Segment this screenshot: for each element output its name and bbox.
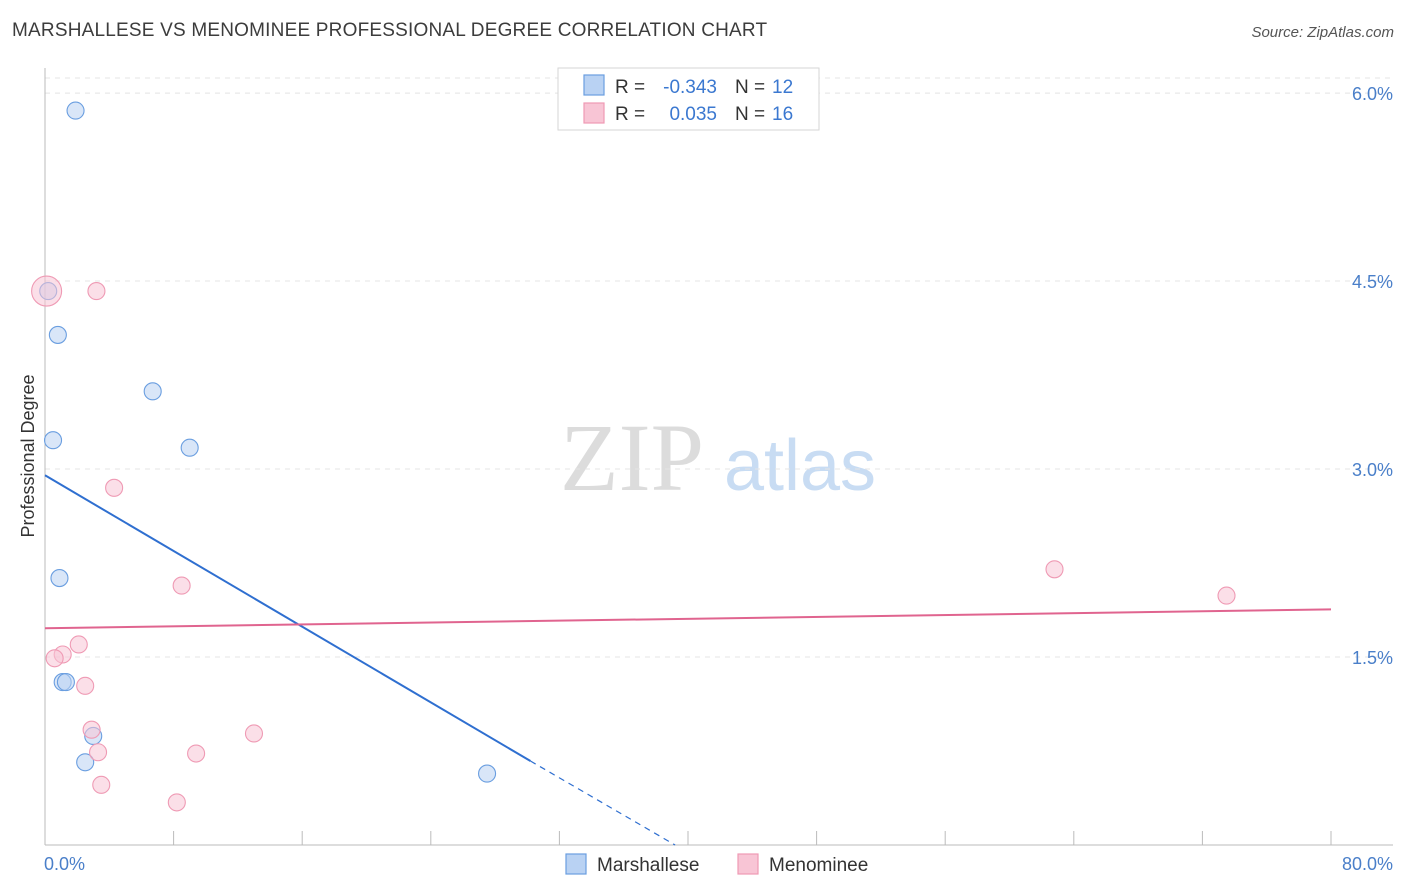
data-point-marshallese <box>50 569 69 588</box>
trend-line-extension-marshallese <box>530 760 676 846</box>
legend-r-label-2: R = <box>615 104 645 125</box>
data-points <box>31 101 1236 812</box>
chart-title: MARSHALLESE VS MENOMINEE PROFESSIONAL DE… <box>12 20 768 41</box>
bottom-label-menominee: Menominee <box>769 855 868 876</box>
data-point-menominee <box>187 744 206 763</box>
data-point-menominee <box>88 743 108 762</box>
bottom-swatch-marshallese <box>565 853 587 875</box>
watermark-atlas: atlas <box>724 426 876 506</box>
data-point-menominee <box>69 635 88 654</box>
data-point-menominee <box>31 275 63 307</box>
y-tick-label: 3.0% <box>1352 460 1393 480</box>
series-legend: Marshallese Menominee <box>565 853 868 876</box>
y-tick-labels: 1.5% 3.0% 4.5% 6.0% <box>1352 84 1393 668</box>
data-point-menominee <box>167 793 186 812</box>
legend-n-value-1: 12 <box>772 77 793 98</box>
data-point-menominee <box>105 478 124 497</box>
y-tick-label: 1.5% <box>1352 648 1393 668</box>
data-point-menominee <box>1045 560 1064 579</box>
data-point-marshallese <box>478 764 497 783</box>
legend-n-value-2: 16 <box>772 104 793 125</box>
legend-r-label-1: R = <box>615 77 645 98</box>
gridlines <box>45 77 1393 658</box>
data-point-menominee <box>244 724 264 743</box>
data-point-marshallese <box>66 101 85 120</box>
data-point-menominee <box>172 576 191 595</box>
data-point-menominee <box>82 720 101 739</box>
x-ticks <box>44 831 1332 845</box>
data-point-menominee <box>45 649 64 668</box>
legend-r-value-2: 0.035 <box>669 104 717 125</box>
source-label: Source: ZipAtlas.com <box>1251 24 1394 41</box>
legend-n-label-2: N = <box>735 104 765 125</box>
data-point-menominee <box>92 775 111 794</box>
x-tick-label-max: 80.0% <box>1342 854 1393 874</box>
y-axis-title: Professional Degree <box>18 374 38 537</box>
trend-line-menominee <box>44 608 1332 630</box>
data-point-marshallese <box>143 382 162 401</box>
data-point-marshallese <box>48 325 67 344</box>
data-point-menominee <box>1217 586 1236 605</box>
bottom-label-marshallese: Marshallese <box>597 855 699 876</box>
watermark-zip: ZIP <box>560 404 704 511</box>
y-tick-label: 4.5% <box>1352 272 1393 292</box>
data-point-marshallese <box>76 753 95 772</box>
trend-line-marshallese <box>44 474 531 762</box>
stats-legend: R = -0.343 N = 12 R = 0.035 N = 16 <box>557 67 820 131</box>
y-tick-label: 6.0% <box>1352 84 1393 104</box>
legend-n-label-1: N = <box>735 77 765 98</box>
data-point-menominee <box>87 282 106 301</box>
legend-r-value-1: -0.343 <box>663 77 717 98</box>
axes <box>44 68 1393 846</box>
legend-swatch-marshallese <box>583 74 605 96</box>
trend-lines <box>44 474 1332 846</box>
data-point-marshallese <box>43 431 63 450</box>
data-point-marshallese <box>56 673 75 692</box>
data-point-marshallese <box>180 438 199 457</box>
legend-swatch-menominee <box>583 102 605 124</box>
x-tick-label-min: 0.0% <box>44 854 85 874</box>
bottom-swatch-menominee <box>737 853 759 875</box>
data-point-menominee <box>76 676 95 695</box>
